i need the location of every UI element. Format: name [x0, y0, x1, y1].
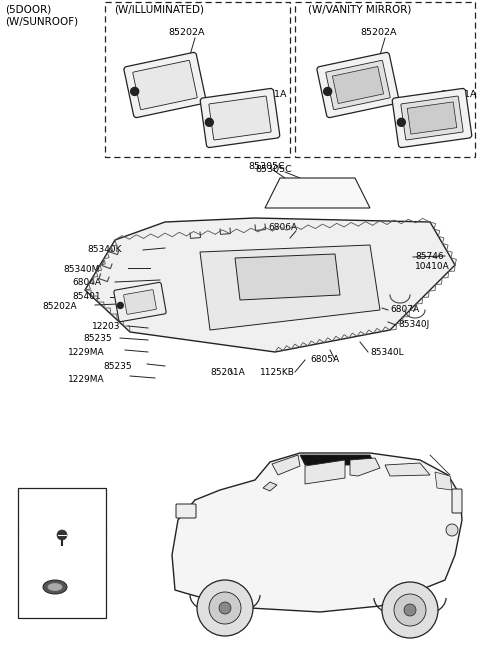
- Text: 85340M: 85340M: [63, 265, 99, 274]
- Text: 85401: 85401: [72, 292, 101, 301]
- Text: 1229MA: 1229MA: [68, 348, 105, 357]
- Text: 1229MA: 1229MA: [68, 375, 105, 384]
- Polygon shape: [305, 460, 345, 484]
- Circle shape: [57, 530, 67, 540]
- Polygon shape: [172, 453, 462, 612]
- Circle shape: [209, 592, 241, 624]
- Polygon shape: [272, 455, 300, 475]
- Text: 85746: 85746: [415, 252, 444, 261]
- Text: 85201A: 85201A: [210, 368, 245, 377]
- Bar: [105, 2, 290, 157]
- FancyBboxPatch shape: [114, 282, 166, 321]
- Bar: [18, 488, 106, 618]
- Polygon shape: [300, 455, 375, 465]
- Text: 1125KB: 1125KB: [260, 368, 295, 377]
- Text: 85201A: 85201A: [440, 90, 477, 99]
- Circle shape: [219, 602, 231, 614]
- FancyBboxPatch shape: [209, 96, 271, 140]
- Polygon shape: [385, 463, 430, 476]
- Circle shape: [404, 604, 416, 616]
- Circle shape: [197, 580, 253, 636]
- Text: (5DOOR): (5DOOR): [5, 5, 51, 15]
- FancyBboxPatch shape: [401, 96, 463, 140]
- FancyBboxPatch shape: [133, 60, 197, 110]
- Text: 85305C: 85305C: [255, 165, 292, 174]
- Text: 6804A: 6804A: [72, 278, 101, 287]
- Text: 10410A: 10410A: [415, 262, 450, 271]
- Polygon shape: [265, 178, 370, 208]
- Circle shape: [131, 87, 139, 95]
- Bar: [332, 66, 384, 104]
- FancyBboxPatch shape: [317, 52, 399, 117]
- Text: 85340J: 85340J: [398, 320, 429, 329]
- Circle shape: [324, 87, 332, 95]
- Circle shape: [446, 524, 458, 536]
- Circle shape: [117, 302, 123, 308]
- Bar: [295, 2, 475, 157]
- FancyBboxPatch shape: [326, 60, 390, 110]
- FancyBboxPatch shape: [200, 89, 280, 148]
- FancyBboxPatch shape: [452, 489, 462, 513]
- Text: 12203: 12203: [92, 322, 120, 331]
- Text: 85202A: 85202A: [360, 28, 396, 37]
- Text: 85340K: 85340K: [87, 245, 121, 254]
- Text: (W/VANITY MIRROR): (W/VANITY MIRROR): [308, 5, 411, 15]
- Text: 85325A: 85325A: [22, 492, 60, 502]
- Circle shape: [382, 582, 438, 638]
- Text: 6807A: 6807A: [390, 305, 419, 314]
- Text: 85235: 85235: [103, 362, 132, 371]
- Circle shape: [394, 594, 426, 626]
- Polygon shape: [85, 218, 455, 352]
- Text: (W/SUNROOF): (W/SUNROOF): [5, 17, 78, 27]
- Circle shape: [397, 118, 405, 127]
- Ellipse shape: [43, 580, 67, 594]
- Text: 85202A: 85202A: [168, 28, 204, 37]
- Text: 6806A: 6806A: [268, 223, 297, 232]
- FancyBboxPatch shape: [124, 290, 156, 314]
- Text: 85201A: 85201A: [250, 90, 287, 99]
- Polygon shape: [350, 458, 380, 476]
- Bar: [407, 102, 457, 134]
- Ellipse shape: [48, 583, 62, 590]
- Text: 85340L: 85340L: [370, 348, 404, 357]
- Polygon shape: [263, 482, 277, 491]
- Polygon shape: [200, 245, 380, 330]
- FancyBboxPatch shape: [392, 89, 472, 148]
- FancyBboxPatch shape: [176, 504, 196, 518]
- Text: (W/ILLUMINATED): (W/ILLUMINATED): [114, 5, 204, 15]
- Text: 85235: 85235: [83, 334, 112, 343]
- Text: 85202A: 85202A: [42, 302, 77, 311]
- Polygon shape: [235, 254, 340, 300]
- Polygon shape: [435, 472, 452, 490]
- FancyBboxPatch shape: [124, 52, 206, 117]
- Text: 18645D: 18645D: [22, 562, 60, 572]
- Text: 6805A: 6805A: [310, 355, 339, 364]
- Circle shape: [205, 118, 213, 127]
- Text: 85305C: 85305C: [248, 162, 285, 171]
